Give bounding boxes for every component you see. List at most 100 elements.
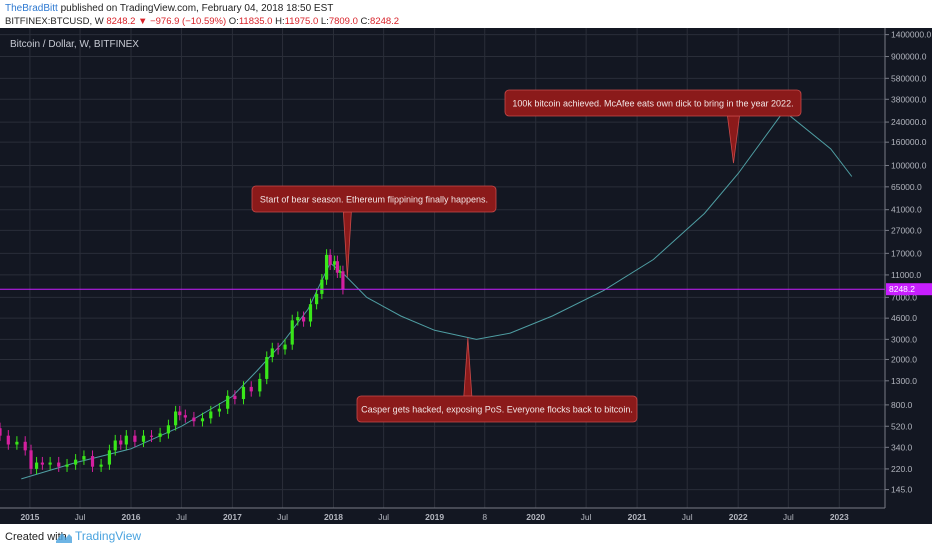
candle xyxy=(276,342,280,355)
candle-body xyxy=(249,386,253,392)
callout[interactable]: 100k bitcoin achieved. McAfee eats own d… xyxy=(504,89,802,164)
candle xyxy=(65,458,69,472)
candle-body xyxy=(265,357,269,379)
candle-body xyxy=(57,462,61,467)
candle-body xyxy=(296,317,300,321)
publication-header: TheBradBitt published on TradingView.com… xyxy=(0,0,932,28)
tradingview-brand[interactable]: TradingView xyxy=(56,529,141,543)
tradingview-brand-label: TradingView xyxy=(75,529,142,543)
author-link[interactable]: TheBradBitt xyxy=(5,3,58,14)
x-tick-label: Jul xyxy=(176,512,187,522)
candles-layer xyxy=(0,249,345,475)
current-price-tag xyxy=(886,283,932,296)
y-tick-label: 3000.0 xyxy=(891,334,917,344)
price-chart[interactable]: 100k bitcoin achieved. McAfee eats own d… xyxy=(0,28,932,524)
axes-layer: 1400000.0 900000.0 580000.0 380000.0 240000.… xyxy=(0,28,932,524)
candle-body xyxy=(29,450,33,469)
y-tick-label: 41000.0 xyxy=(891,205,922,215)
candle xyxy=(338,265,342,278)
open-value: 11835.0 xyxy=(238,16,273,27)
candle-body xyxy=(226,395,230,409)
y-tick-label: 1300.0 xyxy=(891,376,917,386)
candle xyxy=(119,434,123,450)
candle-body xyxy=(48,462,52,465)
x-tick-label: 2016 xyxy=(122,512,141,522)
projection-curve xyxy=(21,110,853,480)
candle xyxy=(320,274,324,300)
candle xyxy=(48,456,52,470)
candle xyxy=(15,436,19,450)
candle xyxy=(82,450,86,465)
published-line: TheBradBitt published on TradingView.com… xyxy=(5,3,333,14)
candle-body xyxy=(99,464,103,467)
candle-body xyxy=(270,348,274,358)
callout-box xyxy=(356,395,638,423)
candle xyxy=(74,454,78,470)
callout[interactable]: Casper gets hacked, exposing PoS. Everyo… xyxy=(356,337,638,423)
candle-body xyxy=(0,428,2,436)
candle xyxy=(308,298,313,327)
candle xyxy=(34,456,39,475)
callout-text: 100k bitcoin achieved. McAfee eats own d… xyxy=(512,99,793,109)
candle-body xyxy=(335,261,339,273)
candle-body xyxy=(209,411,213,419)
y-tick-label: 100000.0 xyxy=(891,160,927,170)
candle-body xyxy=(40,462,44,465)
candle-body xyxy=(6,435,10,445)
candle-body xyxy=(315,293,319,305)
candle xyxy=(192,411,196,427)
candle xyxy=(174,405,178,431)
y-tick-label: 1400000.0 xyxy=(891,30,931,40)
callout[interactable]: Start of bear season. Ethereum flippinin… xyxy=(251,185,497,278)
candle xyxy=(270,342,274,363)
candle xyxy=(149,430,154,443)
y-tick-label: 2000.0 xyxy=(891,354,917,364)
candle-body xyxy=(217,408,221,412)
x-tick-label: Jul xyxy=(682,512,693,522)
candle xyxy=(258,373,262,397)
candle-body xyxy=(192,417,196,422)
candle-body xyxy=(90,456,95,467)
x-tick-label: Jul xyxy=(75,512,86,522)
candle xyxy=(233,390,237,405)
x-tick-label: 2017 xyxy=(223,512,242,522)
low-value: 7809.0 xyxy=(328,16,358,27)
candle-body xyxy=(82,456,86,460)
close-label: C: xyxy=(360,16,371,27)
candle-body xyxy=(133,435,137,442)
x-tick-label: 2022 xyxy=(729,512,748,522)
candle xyxy=(283,338,287,355)
candle xyxy=(241,381,246,405)
candle xyxy=(141,430,146,448)
published-text: published on TradingView.com, February 0… xyxy=(60,3,334,14)
candle xyxy=(166,419,171,439)
candle-body xyxy=(324,254,329,280)
candle xyxy=(124,430,128,450)
y-tick-label: 240000.0 xyxy=(891,117,927,127)
candle-body xyxy=(158,433,162,437)
candle xyxy=(200,412,205,427)
candle-body xyxy=(65,464,69,467)
x-tick-label: 2018 xyxy=(324,512,343,522)
candle xyxy=(133,430,137,448)
y-tick-label: 27000.0 xyxy=(891,225,922,235)
price-change: −976.9 (−10.59%) xyxy=(150,16,227,27)
candle-body xyxy=(119,440,123,445)
candle xyxy=(335,255,339,278)
candle xyxy=(57,456,61,472)
candle xyxy=(29,444,33,475)
candle xyxy=(113,434,117,456)
candle-body xyxy=(308,304,313,322)
y-tick-label: 7000.0 xyxy=(891,292,917,302)
projection-layer xyxy=(21,110,853,480)
candle xyxy=(40,456,44,470)
x-tick-label: Jul xyxy=(783,512,794,522)
x-tick-label: 2023 xyxy=(830,512,849,522)
candle-body xyxy=(200,418,205,422)
candle-body xyxy=(283,344,287,350)
candle-body xyxy=(141,435,146,442)
candle-body xyxy=(338,271,342,273)
callout-text: Start of bear season. Ethereum flippinin… xyxy=(260,195,488,205)
price-axis-panel xyxy=(885,28,932,524)
